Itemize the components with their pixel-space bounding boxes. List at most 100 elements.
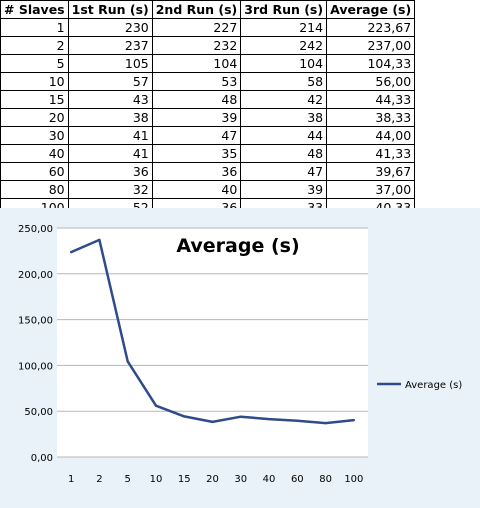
cell-run3[interactable]: 42 [240,90,328,109]
cell-run1[interactable]: 57 [67,72,153,91]
cell-run1[interactable]: 230 [67,18,153,37]
table-row: 80 32 40 39 37,00 [0,180,416,199]
x-tick-label: 30 [234,474,247,485]
cell-run3[interactable]: 104 [240,54,328,73]
cell-run2[interactable]: 53 [151,72,242,91]
y-tick-label: 200,00 [18,270,53,281]
x-tick-label: 40 [263,474,276,485]
cell-run1[interactable]: 41 [67,144,153,163]
y-tick-label: 100,00 [18,361,53,372]
x-tick-label: 20 [206,474,219,485]
data-point[interactable] [296,419,299,422]
cell-run2[interactable]: 36 [151,162,242,181]
cell-average[interactable]: 38,33 [326,108,416,127]
cell-run3[interactable]: 39 [240,180,328,199]
data-point[interactable] [126,360,129,363]
cell-run3[interactable]: 47 [240,162,328,181]
x-tick-label: 1 [68,474,74,485]
cell-run2[interactable]: 227 [151,18,242,37]
cell-slaves[interactable]: 5 [0,54,69,73]
cell-slaves[interactable]: 2 [0,36,69,55]
cell-slaves[interactable]: 20 [0,108,69,127]
cell-slaves[interactable]: 1 [0,18,69,37]
x-tick-label: 15 [178,474,191,485]
cell-average[interactable]: 41,33 [326,144,416,163]
table-row: 60 36 36 47 39,67 [0,162,416,181]
cell-run2[interactable]: 40 [151,180,242,199]
cell-run2[interactable]: 232 [151,36,242,55]
cell-run1[interactable]: 237 [67,36,153,55]
x-tick-label: 10 [150,474,163,485]
table-row: 2 237 232 242 237,00 [0,36,416,55]
cell-run3[interactable]: 38 [240,108,328,127]
x-tick-label: 80 [319,474,332,485]
table-row: 10 57 53 58 56,00 [0,72,416,91]
plot-area [57,228,368,457]
data-point[interactable] [154,404,158,407]
table-row: 15 43 48 42 44,33 [0,90,416,109]
x-tick-label: 5 [124,474,130,485]
cell-run1[interactable]: 41 [67,126,153,145]
data-point[interactable] [239,415,242,418]
cell-run3[interactable]: 242 [240,36,328,55]
x-tick-label: 2 [96,474,102,485]
data-point[interactable] [183,415,186,418]
cell-slaves[interactable]: 30 [0,126,69,145]
table-row: 30 41 47 44 44,00 [0,126,416,145]
cell-run1[interactable]: 32 [67,180,153,199]
cell-run1[interactable]: 38 [67,108,153,127]
cell-slaves[interactable]: 15 [0,90,69,109]
data-point[interactable] [69,250,73,254]
col-header-run2[interactable]: 2nd Run (s) [151,0,242,19]
x-tick-label: 100 [344,474,363,485]
cell-average[interactable]: 39,67 [326,162,416,181]
gridlines [57,227,368,458]
y-tick-label: 150,00 [18,316,53,327]
cell-slaves[interactable]: 10 [0,72,69,91]
y-axis-ticks: 0,00 50,00 100,00 150,00 200,00 250,00 [18,224,53,464]
cell-run2[interactable]: 48 [151,90,242,109]
data-point[interactable] [98,238,101,242]
cell-run1[interactable]: 105 [67,54,153,73]
legend-label[interactable]: Average (s) [405,380,462,391]
cell-average[interactable]: 223,67 [326,18,416,37]
table-row: 1 230 227 214 223,67 [0,18,416,37]
y-tick-label: 0,00 [31,453,53,464]
cell-slaves[interactable]: 80 [0,180,69,199]
col-header-run3[interactable]: 3rd Run (s) [240,0,328,19]
cell-slaves[interactable]: 40 [0,144,69,163]
cell-run3[interactable]: 58 [240,72,328,91]
cell-run2[interactable]: 39 [151,108,242,127]
series-points [69,238,356,425]
cell-average[interactable]: 44,33 [326,90,416,109]
col-header-average[interactable]: Average (s) [326,0,416,19]
cell-run3[interactable]: 214 [240,18,328,37]
data-point[interactable] [211,420,214,424]
cell-run1[interactable]: 36 [67,162,153,181]
data-table: # Slaves 1st Run (s) 2nd Run (s) 3rd Run… [0,0,416,217]
table-header-row: # Slaves 1st Run (s) 2nd Run (s) 3rd Run… [0,0,416,19]
cell-average[interactable]: 44,00 [326,126,416,145]
data-point[interactable] [267,417,271,421]
cell-average[interactable]: 56,00 [326,72,416,91]
col-header-run1[interactable]: 1st Run (s) [67,0,153,19]
cell-run3[interactable]: 48 [240,144,328,163]
cell-average[interactable]: 104,33 [326,54,416,73]
table-row: 5 105 104 104 104,33 [0,54,416,73]
col-header-slaves[interactable]: # Slaves [0,0,69,19]
cell-run2[interactable]: 104 [151,54,242,73]
cell-average[interactable]: 237,00 [326,36,416,55]
cell-run2[interactable]: 47 [151,126,242,145]
cell-run3[interactable]: 44 [240,126,328,145]
cell-run1[interactable]: 43 [67,90,153,109]
cell-average[interactable]: 37,00 [326,180,416,199]
y-tick-label: 50,00 [24,407,53,418]
x-tick-label: 60 [291,474,304,485]
table-row: 20 38 39 38 38,33 [0,108,416,127]
cell-run2[interactable]: 35 [151,144,242,163]
chart-title: Average (s) [176,235,299,257]
data-point[interactable] [324,421,327,425]
data-point[interactable] [352,418,356,422]
cell-slaves[interactable]: 60 [0,162,69,181]
